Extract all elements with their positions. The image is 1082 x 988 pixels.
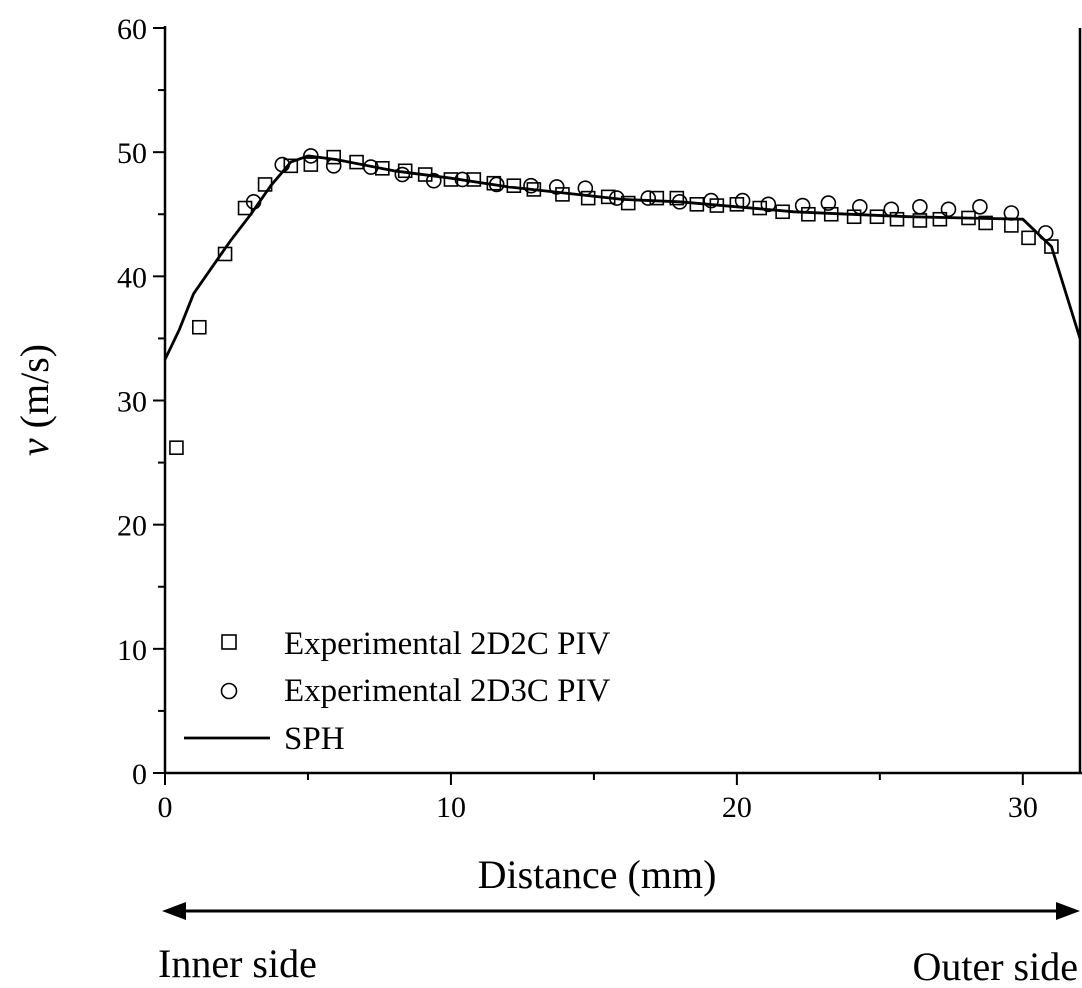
square-point [775,204,790,220]
square-point [217,246,233,262]
y-tick-label: 20 [117,510,147,543]
square-point [375,161,390,176]
x-tick-label: 20 [722,791,752,824]
square-point [1021,230,1036,246]
y-tick-label: 60 [117,13,147,46]
square-point [486,175,502,191]
arrow-head-right [1056,902,1080,920]
circle-point [760,196,777,213]
y-axis-symbol: v [12,438,57,456]
circle-point [640,190,657,206]
y-tick-label: 10 [117,634,147,667]
square-point [443,172,459,187]
circle-point [548,179,565,195]
outer-side-label: Outer side [912,944,1078,988]
square-point [192,319,207,335]
sph-series [165,154,1080,361]
y-tick-label: 50 [117,137,147,170]
circle-point [1003,205,1020,221]
piv-2d2c-series [169,149,1059,455]
x-tick-label: 0 [158,791,173,824]
legend-label-2d3c: Experimental 2D3C PIV [284,673,610,709]
y-axis-title: v (m/s) [12,344,57,456]
circle-point [972,199,988,215]
y-tick-label: 30 [117,386,147,419]
circle-point [940,201,957,218]
square-point [889,211,905,227]
square-point [912,213,928,228]
y-axis-unit: (m/s) [12,344,57,428]
side-arrow [162,902,1080,920]
piv-2d3c-series [245,148,1054,241]
square-point [961,210,976,226]
circle-point [488,176,505,193]
legend-marker-square [221,634,237,650]
ticks: 0 10 20 30 40 50 60 0 10 20 30 [117,13,1038,824]
square-point [1004,218,1019,233]
square-point [283,158,299,174]
square-point [466,172,482,187]
y-tick-label: 40 [117,261,147,294]
legend-label-sph: SPH [284,721,345,757]
square-point [649,190,665,206]
square-point [689,197,705,212]
square-point [709,198,725,213]
x-tick-label: 30 [1008,791,1038,824]
square-point [349,154,364,170]
circle-point [883,201,900,218]
x-tick-label: 10 [436,791,466,824]
y-tick-label: 0 [132,758,147,791]
square-point [600,189,616,205]
circle-point [274,156,291,173]
circle-point [425,172,442,189]
square-point [801,206,816,222]
circle-point [852,199,868,215]
arrow-head-left [162,902,186,920]
square-point [506,178,522,193]
circle-point [608,190,625,206]
circle-point [794,197,811,214]
circle-point [671,194,688,210]
square-point [303,157,319,172]
circle-point [820,195,837,211]
square-point [669,190,685,206]
square-point [169,440,184,455]
legend-label-2d2c: Experimental 2D2C PIV [284,626,610,662]
sph-line [165,154,1080,361]
circle-point [523,177,539,194]
square-point [869,209,885,225]
square-point [397,163,413,179]
inner-side-label: Inner side [158,941,317,986]
circle-point [703,192,719,209]
circle-point [577,180,594,196]
circle-point [1037,225,1054,241]
square-point [1044,239,1059,254]
circle-point [394,166,411,183]
square-point [932,211,948,227]
circle-point [303,148,319,164]
square-point [580,190,596,206]
square-point [752,200,768,216]
square-point [846,209,862,225]
circle-point [454,171,471,188]
x-axis-title: Distance (mm) [478,852,717,897]
legend-marker-circle [220,682,238,700]
square-point [257,177,273,192]
circle-point [734,192,751,209]
legend: Experimental 2D2C PIV Experimental 2D3C … [184,626,610,757]
circle-point [325,158,342,174]
circle-point [245,194,262,210]
circle-point [363,159,379,175]
square-point [823,206,839,222]
circle-point [912,199,928,215]
square-point [326,149,342,165]
square-point [526,182,542,197]
square-point [978,215,993,231]
